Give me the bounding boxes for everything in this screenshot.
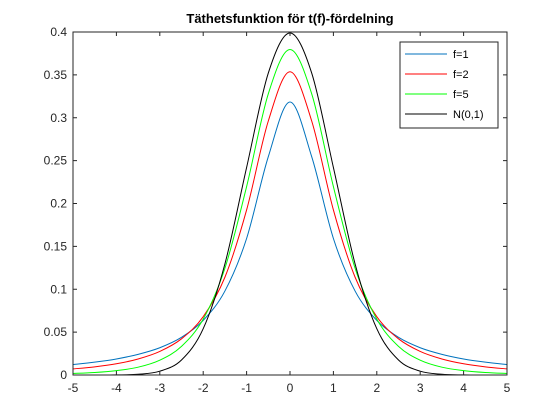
x-tick-label: -1: [241, 381, 252, 395]
series-line-f=2: [73, 71, 507, 370]
y-tick-label: 0.05: [44, 325, 68, 339]
x-tick-label: -2: [198, 381, 209, 395]
y-tick-label: 0.3: [50, 111, 67, 125]
x-tick-label: -3: [154, 381, 165, 395]
x-tick-label: 5: [504, 381, 511, 395]
legend: f=1 f=2 f=5 N(0,1): [399, 41, 499, 129]
legend-label: N(0,1): [453, 109, 484, 121]
x-axis: -5 -4 -3 -2 -1 0 1 2 3 4 5: [68, 32, 511, 395]
chart-title: Täthetsfunktion för t(f)-fördelning: [186, 11, 393, 26]
y-tick-label: 0.4: [50, 25, 67, 39]
series-line-f=5: [73, 48, 507, 374]
x-tick-label: 3: [417, 381, 424, 395]
legend-label: f=2: [453, 69, 469, 81]
x-tick-label: -4: [111, 381, 122, 395]
y-tick-label: 0.25: [44, 154, 68, 168]
series-line-f=1: [73, 101, 507, 366]
y-tick-label: 0: [60, 368, 67, 382]
x-tick-label: 2: [373, 381, 380, 395]
x-tick-label: -5: [68, 381, 79, 395]
y-axis: 0 0.05 0.1 0.15 0.2 0.25 0.3 0.35 0.4: [44, 25, 507, 382]
y-tick-label: 0.35: [44, 68, 68, 82]
legend-label: f=1: [453, 49, 469, 61]
y-tick-label: 0.15: [44, 239, 68, 253]
y-tick-label: 0.2: [50, 197, 67, 211]
x-tick-label: 1: [330, 381, 337, 395]
x-tick-label: 0: [287, 381, 294, 395]
y-tick-label: 0.1: [50, 282, 67, 296]
x-tick-label: 4: [460, 381, 467, 395]
legend-label: f=5: [453, 89, 469, 101]
